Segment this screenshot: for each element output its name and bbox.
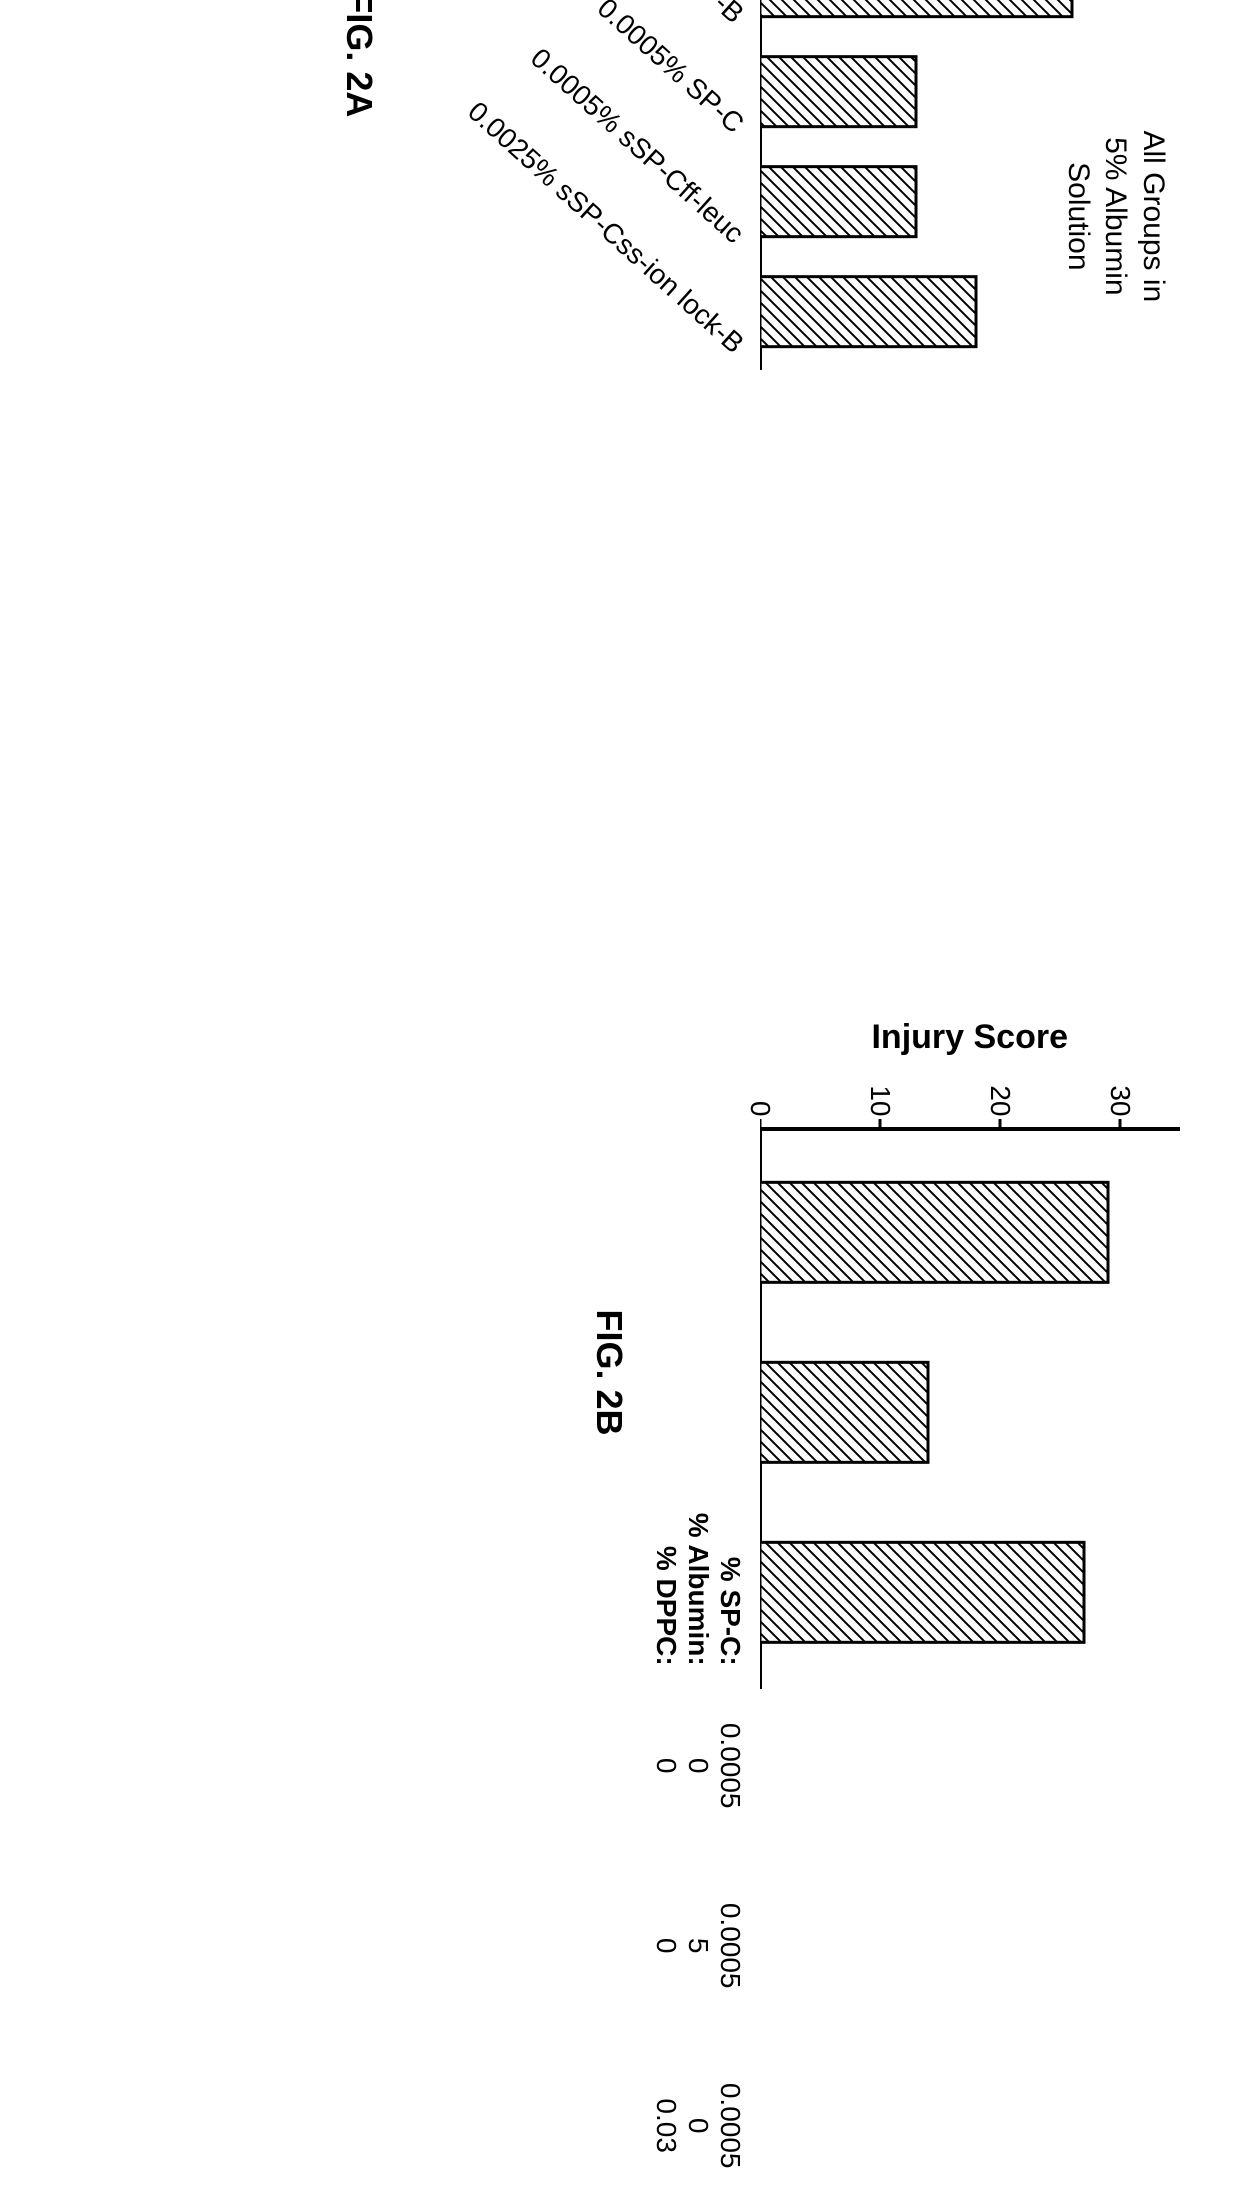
chart-annotation: All Groups in5% AlbuminSolution: [1059, 62, 1172, 370]
chart-b-xcell: 0.0005: [714, 1856, 746, 2036]
chart-b-xcell: 0.03: [650, 2036, 682, 2201]
chart-b-plot: 0102030: [760, 1069, 1180, 1689]
bar: [760, 277, 976, 347]
chart-a-plot: 0102030 All Groups in5% AlbuminSolution: [760, 0, 1180, 370]
chart-b-xcell: 0: [682, 2036, 714, 2201]
chart-b-xrow-head: % SP-C:: [714, 1496, 746, 1676]
figure-2b-caption: FIG. 2B: [588, 1309, 630, 1435]
figure-2a-panel: Injury Score 0102030 All Groups in5% Alb…: [338, 0, 1180, 409]
chart-b-xtable: % SP-C:0.00050.00050.0005% Albumin:050% …: [650, 1496, 746, 2201]
bar: [760, 0, 1072, 17]
chart-b-xcell: 0: [682, 1676, 714, 1856]
figure-2b-panel: Injury Score 0102030 % SP-C:0.00050.0005…: [588, 529, 1180, 2201]
bar: [760, 1182, 1108, 1282]
chart-b-xcell: 0: [650, 1676, 682, 1856]
chart-b-xcell: 0.0005: [714, 1676, 746, 1856]
chart-b-xrow: % DPPC:000.03: [650, 1496, 682, 2201]
bar: [760, 1542, 1084, 1642]
chart-b-xcell: 0.0005: [714, 2036, 746, 2201]
chart-b-xrow: % Albumin:050: [682, 1496, 714, 2201]
figure-2a-caption: FIG. 2A: [338, 0, 380, 117]
chart-a-xlabels: 0.03% DPPC0.0005% SP-B0.0005% SP-C0.0005…: [400, 0, 760, 394]
chart-b-xrow: % SP-C:0.00050.00050.0005: [714, 1496, 746, 2201]
bar: [760, 1362, 928, 1462]
chart-b-xrow-head: % Albumin:: [682, 1496, 714, 1676]
bar: [760, 167, 916, 237]
chart-b-xcell: 5: [682, 1856, 714, 2036]
chart-a-xlabel: 0.0005% sSP-Cff-leuc: [524, 42, 750, 250]
chart-b-xcell: 0: [650, 1856, 682, 2036]
bar: [760, 57, 916, 127]
chart-b-ylabel: Injury Score: [872, 1018, 1069, 1057]
chart-b-xrow-head: % DPPC:: [650, 1496, 682, 1676]
